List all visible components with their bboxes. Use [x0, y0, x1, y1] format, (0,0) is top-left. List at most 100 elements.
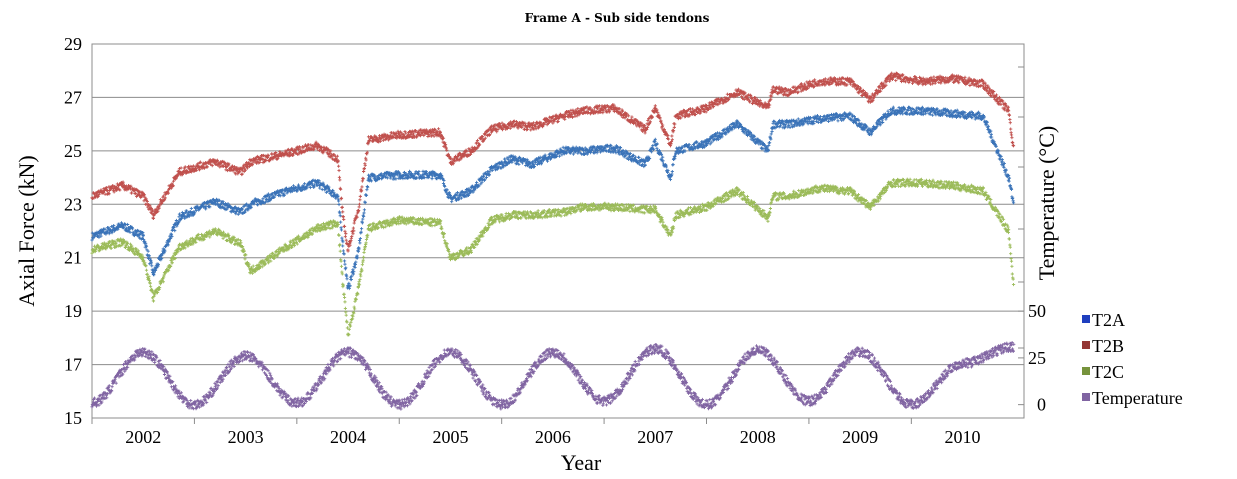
data-point [337, 164, 341, 168]
data-point [358, 198, 362, 202]
data-point [362, 214, 366, 219]
data-point [130, 227, 135, 231]
data-point [307, 183, 311, 187]
data-point [172, 225, 176, 230]
data-point [240, 207, 245, 211]
data-point [263, 200, 268, 204]
data-point [1010, 136, 1014, 140]
data-point [173, 229, 177, 233]
data-point [331, 188, 335, 193]
data-point [337, 199, 341, 203]
y-axis-label: Axial Force (kN) [14, 155, 39, 307]
data-point [394, 177, 398, 181]
data-point [144, 268, 149, 272]
data-point [350, 234, 354, 239]
data-point [97, 235, 101, 239]
data-point [338, 178, 342, 182]
data-point [571, 152, 575, 156]
data-point [500, 121, 504, 125]
data-point [364, 193, 369, 197]
data-point [475, 180, 479, 184]
data-point [347, 281, 351, 285]
data-point [126, 222, 130, 227]
data-point [177, 212, 182, 216]
data-point [281, 188, 285, 192]
series-layer [90, 71, 1016, 411]
data-point [433, 171, 437, 175]
data-point [308, 185, 312, 190]
x-tick-label: 2009 [842, 427, 878, 447]
data-point [384, 175, 388, 179]
data-point [1009, 133, 1014, 137]
data-point [373, 175, 377, 179]
data-point [345, 277, 349, 281]
data-point [156, 262, 160, 266]
data-point [337, 168, 341, 173]
data-point [144, 245, 149, 249]
data-point [340, 238, 344, 242]
data-point [796, 117, 800, 121]
data-point [364, 158, 368, 162]
data-point [670, 134, 674, 138]
x-tick-label: 2010 [945, 427, 981, 447]
data-point [344, 266, 348, 270]
y-tick-label: 15 [64, 408, 82, 428]
data-point [1011, 144, 1016, 148]
data-point [365, 188, 369, 192]
data-point [358, 194, 362, 198]
data-point [342, 224, 347, 228]
y-right-tick-label: 0 [1037, 395, 1046, 415]
data-point [208, 205, 212, 209]
data-point [265, 194, 270, 198]
data-point [137, 229, 141, 233]
data-point [130, 191, 134, 195]
data-point [305, 186, 309, 190]
data-point [153, 268, 158, 272]
data-point [317, 179, 321, 183]
data-point [358, 241, 362, 245]
data-point [147, 254, 151, 258]
y-tick-label: 19 [64, 301, 82, 321]
data-point [337, 202, 341, 207]
data-point [226, 202, 230, 206]
data-point [155, 266, 159, 270]
data-point [362, 211, 366, 215]
data-point [358, 236, 362, 241]
data-point [344, 238, 348, 242]
data-point [670, 169, 674, 174]
chart-title: Frame A - Sub side tendons [525, 11, 710, 25]
data-point [233, 210, 237, 214]
data-point [671, 162, 675, 167]
y-axis-right-label: Temperature (°C) [1034, 126, 1059, 280]
data-point [185, 209, 189, 213]
data-point [128, 230, 132, 234]
data-point [112, 224, 116, 228]
data-point [133, 191, 138, 195]
y-right-tick-label: 50 [1028, 301, 1046, 321]
data-point [1008, 121, 1012, 125]
data-point [435, 177, 439, 181]
data-point [170, 234, 174, 239]
data-point [354, 260, 358, 264]
data-point [141, 233, 145, 237]
data-point [417, 170, 421, 174]
data-point [285, 191, 289, 195]
data-point [356, 249, 360, 254]
y-tick-label: 25 [64, 141, 82, 161]
data-point [849, 82, 853, 86]
data-point [148, 262, 152, 266]
data-point [152, 271, 156, 275]
plot-area-frame [91, 43, 1025, 419]
x-tick-label: 2005 [432, 427, 468, 447]
data-point [398, 171, 402, 176]
data-point [343, 235, 347, 239]
data-point [357, 205, 361, 209]
data-point [409, 171, 414, 175]
data-point [151, 269, 156, 273]
data-point [116, 227, 120, 231]
data-point [98, 232, 102, 236]
data-point [342, 252, 346, 256]
data-point [362, 208, 367, 212]
data-point [330, 194, 334, 198]
